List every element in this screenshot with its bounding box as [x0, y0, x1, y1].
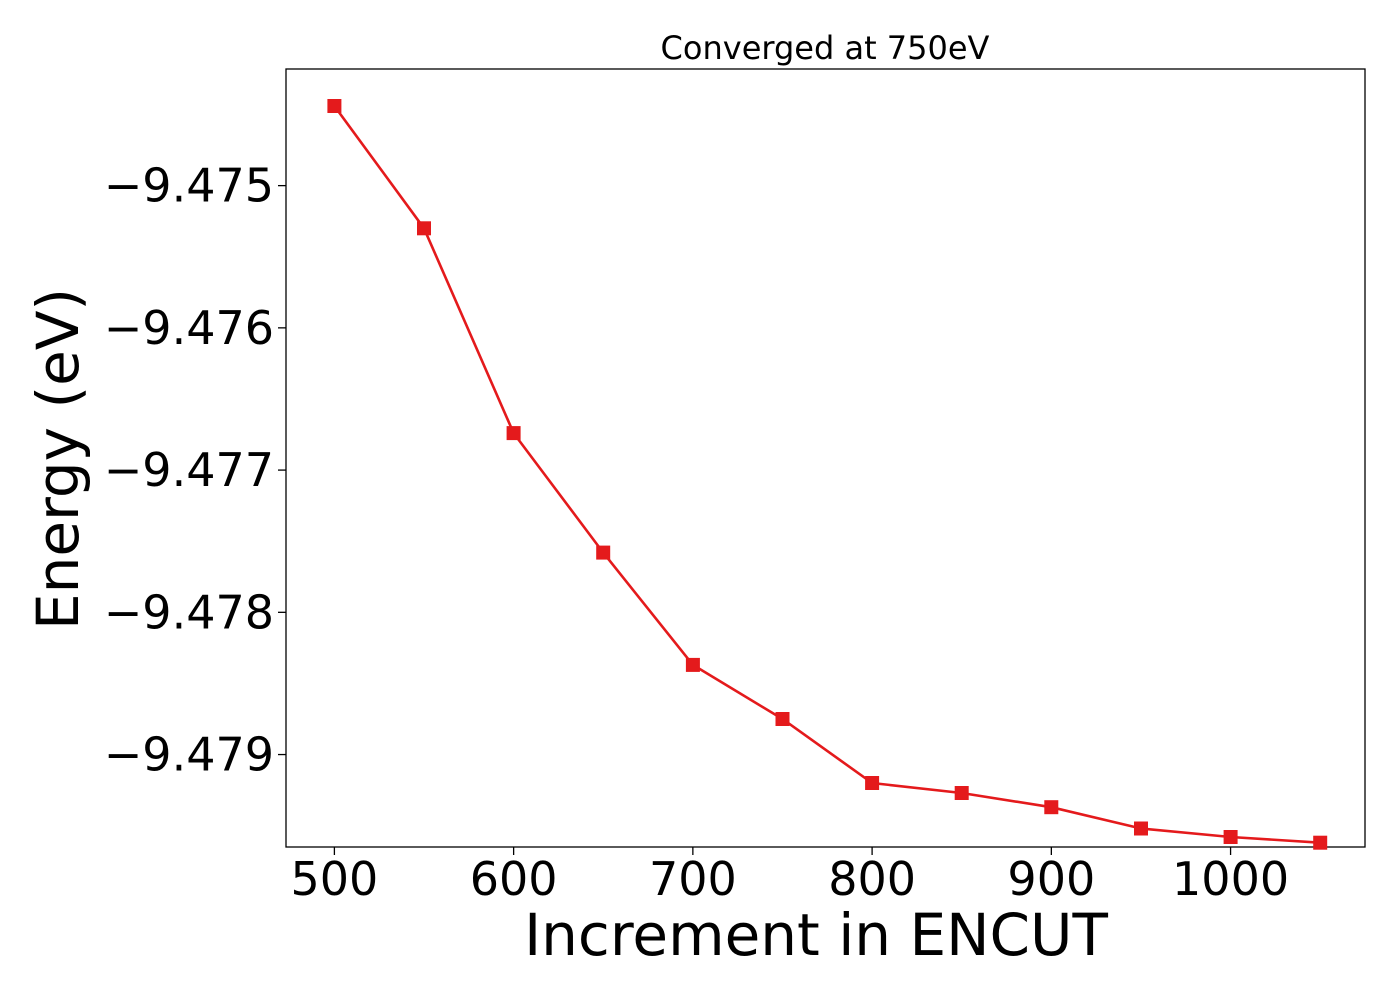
- data-point-marker: [327, 99, 342, 113]
- y-axis: −9.475 −9.476 −9.477 −9.478 −9.479: [104, 159, 286, 782]
- plot-area-frame: [285, 68, 1366, 848]
- data-point-marker: [1223, 830, 1238, 844]
- y-tick-label: −9.476: [104, 301, 274, 355]
- data-point-marker: [506, 426, 521, 441]
- data-point-marker: [685, 657, 700, 672]
- y-tick-label: −9.475: [104, 159, 274, 213]
- series-line: [333, 105, 1321, 844]
- y-tick-label: −9.479: [104, 728, 274, 782]
- data-point-marker: [1134, 821, 1148, 836]
- x-tick-label: 700: [649, 852, 737, 906]
- y-tick-label: −9.477: [104, 443, 274, 497]
- chart-title: Converged at 750eV: [661, 29, 990, 67]
- y-tick-label: −9.478: [104, 585, 274, 639]
- x-tick-label: 600: [470, 852, 558, 906]
- data-point-marker: [417, 221, 431, 236]
- x-tick-label: 900: [1007, 852, 1095, 906]
- data-point-marker: [596, 545, 611, 560]
- x-axis: 500 600 700 800 900 1000: [290, 847, 1289, 906]
- x-axis-label: Increment in ENCUT: [524, 901, 1108, 969]
- x-tick-label: 800: [828, 852, 916, 906]
- y-axis-label: Energy (eV): [24, 288, 92, 630]
- series-layer: [327, 99, 1328, 850]
- data-point-marker: [954, 786, 969, 800]
- data-point-marker: [775, 712, 790, 726]
- x-tick-label: 1000: [1172, 852, 1289, 906]
- x-tick-label: 500: [290, 852, 378, 906]
- data-point-marker: [865, 776, 880, 790]
- data-point-marker: [1313, 835, 1328, 850]
- data-point-marker: [1044, 800, 1059, 815]
